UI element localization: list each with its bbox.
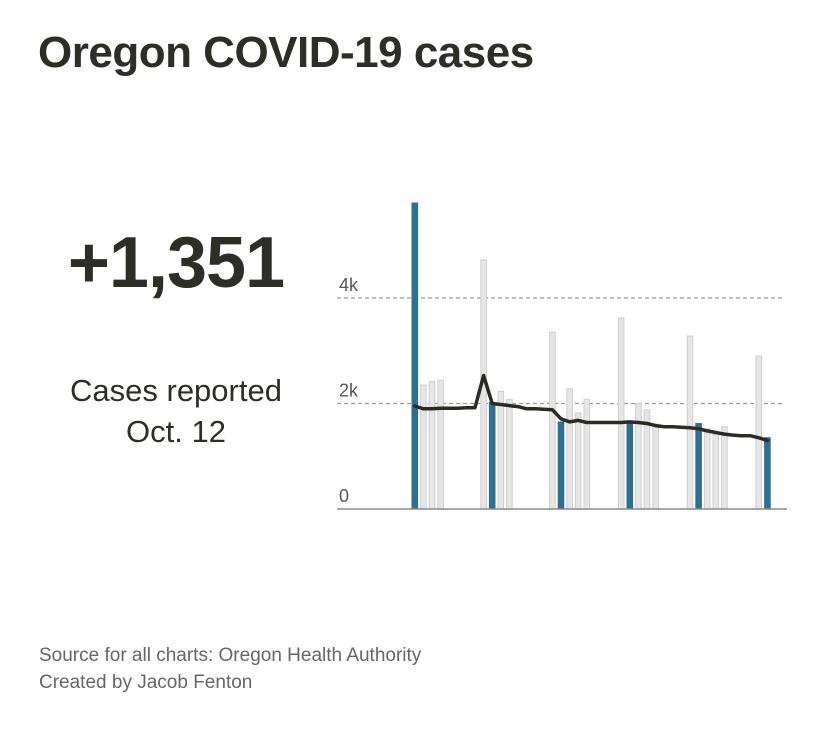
bar-highlight xyxy=(765,438,771,509)
seven-day-average-line xyxy=(415,376,768,441)
bars xyxy=(412,203,770,509)
bar xyxy=(567,389,573,509)
bar xyxy=(421,385,427,509)
bar xyxy=(438,380,444,509)
bar xyxy=(575,413,581,509)
bar xyxy=(722,427,728,509)
footer-notes: Source for all charts: Oregon Health Aut… xyxy=(39,642,421,696)
bar xyxy=(507,399,513,509)
bar-highlight xyxy=(489,402,495,509)
bar-highlight xyxy=(627,424,633,509)
bar xyxy=(713,434,719,509)
bar xyxy=(687,336,693,509)
bar xyxy=(550,332,556,509)
bar xyxy=(498,391,504,509)
bar xyxy=(429,381,435,509)
y-tick-labels: 0 2k 4k xyxy=(339,275,359,506)
bar xyxy=(653,424,659,509)
y-tick-label: 4k xyxy=(339,275,359,295)
bar-highlight xyxy=(412,203,418,509)
y-tick-label: 2k xyxy=(339,380,359,400)
source-note: Source for all charts: Oregon Health Aut… xyxy=(39,642,421,669)
bar-highlight xyxy=(558,422,564,509)
bar xyxy=(618,318,624,509)
bar xyxy=(636,403,642,509)
average-line-group xyxy=(415,376,768,441)
y-tick-label: 0 xyxy=(339,486,349,506)
bar xyxy=(704,429,710,509)
daily-cases-chart: 0 2k 4k xyxy=(0,0,823,747)
gridlines xyxy=(337,298,783,404)
bar xyxy=(756,356,762,509)
bar xyxy=(584,399,590,509)
bar-highlight xyxy=(696,424,702,509)
credit-note: Created by Jacob Fenton xyxy=(39,669,421,696)
